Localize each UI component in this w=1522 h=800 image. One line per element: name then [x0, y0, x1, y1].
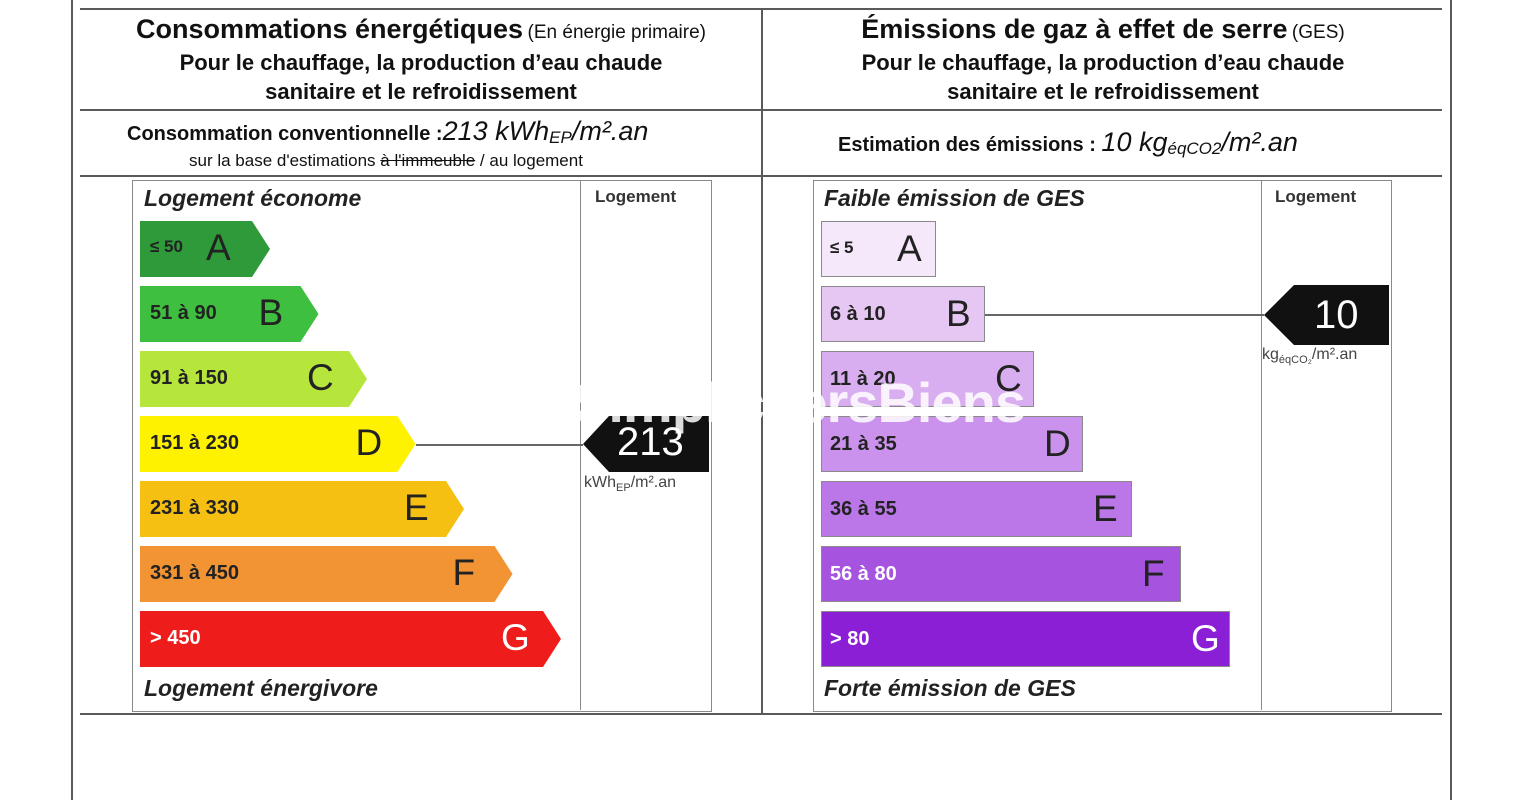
energy-class-range: > 450 — [150, 627, 201, 649]
ges-class-bar-g: > 80 G — [821, 611, 1230, 667]
energy-class-range: 51 à 90 — [150, 302, 217, 324]
energy-class-bar-d: 151 à 230 D — [140, 416, 416, 472]
energy-consumption-label: Consommation conventionnelle :213 kWhEP/… — [127, 116, 649, 147]
ges-class-range: 56 à 80 — [830, 563, 897, 585]
ges-class-range: 11 à 20 — [830, 368, 896, 390]
energy-pointer-leader-line — [415, 444, 583, 446]
ges-class-bar-d: 21 à 35 D — [821, 416, 1083, 472]
energy-basis-note: sur la base d'estimations à l'immeuble /… — [189, 151, 583, 170]
ges-class-letter: G — [1191, 618, 1220, 659]
energy-class-letter: D — [355, 422, 383, 463]
ges-class-letter: A — [897, 228, 922, 269]
ges-pointer-badge: 10 — [1264, 285, 1389, 345]
energy-class-letter: B — [258, 292, 284, 333]
energy-subtitle: Pour le chauffage, la production d’eau c… — [179, 50, 663, 104]
energy-class-letter: F — [452, 552, 476, 593]
ges-emission-label: Estimation des émissions : 10 kgéqCO2/m²… — [838, 127, 1298, 158]
ges-subtitle: Pour le chauffage, la production d’eau c… — [861, 50, 1345, 104]
energy-class-range: ≤ 50 — [150, 237, 183, 256]
ges-column-header: Logement — [1275, 187, 1357, 206]
watermark-text: SimplicitersBiens — [572, 371, 1026, 434]
ges-column-divider — [1261, 181, 1262, 710]
ges-bottom-caption: Forte émission de GES — [824, 675, 1076, 701]
ges-class-bar-e: 36 à 55 E — [821, 481, 1132, 537]
energy-class-bar-b: 51 à 90 B — [140, 286, 319, 342]
energy-bottom-caption: Logement énergivore — [144, 675, 378, 701]
energy-title: Consommations énergétiques (En énergie p… — [136, 14, 706, 44]
energy-class-range: 231 à 330 — [150, 497, 239, 519]
energy-class-range: 331 à 450 — [150, 562, 239, 584]
energy-class-bar-c: 91 à 150 C — [140, 351, 367, 407]
energy-top-caption: Logement économe — [144, 185, 362, 211]
ges-class-range: 36 à 55 — [830, 498, 897, 520]
energy-class-letter: A — [206, 227, 231, 268]
energy-class-letter: E — [404, 487, 429, 528]
ges-class-letter: F — [1142, 553, 1165, 594]
ges-class-bar-c: 11 à 20 C — [821, 351, 1034, 407]
energy-class-bar-a: ≤ 50 A — [140, 221, 270, 277]
energy-pointer-badge: 213 — [583, 416, 709, 472]
ges-class-bar-b: 6 à 10 B — [821, 286, 985, 342]
energy-class-bar-f: 331 à 450 F — [140, 546, 513, 602]
energy-class-range: 91 à 150 — [150, 367, 228, 389]
ges-top-caption: Faible émission de GES — [824, 185, 1085, 211]
ges-class-letter: E — [1093, 488, 1118, 529]
energy-class-bar-g: > 450 G — [140, 611, 561, 667]
ges-title: Émissions de gaz à effet de serre (GES) — [861, 14, 1345, 44]
energy-class-range: 151 à 230 — [150, 432, 239, 454]
ges-class-range: > 80 — [830, 628, 870, 650]
energy-column-header: Logement — [595, 187, 677, 206]
energy-class-letter: G — [501, 617, 530, 658]
page-right-border — [1450, 0, 1452, 800]
energy-class-bar-e: 231 à 330 E — [140, 481, 464, 537]
page-left-border — [71, 0, 73, 800]
energy-title-note: (En énergie primaire) — [527, 22, 706, 43]
ges-class-bar-a: ≤ 5 A — [821, 221, 936, 277]
ges-pointer-leader-line — [985, 314, 1264, 316]
ges-title-note: (GES) — [1291, 22, 1345, 43]
energy-pointer-unit: kWhEP/m².an — [584, 474, 677, 495]
energy-class-letter: C — [307, 357, 334, 398]
ges-class-range: ≤ 5 — [830, 238, 854, 257]
energy-pointer-value: 213 — [617, 420, 684, 464]
ges-pointer-value: 10 — [1314, 293, 1359, 337]
ges-class-letter: C — [995, 358, 1022, 399]
center-divider — [761, 8, 763, 715]
ges-class-bar-f: 56 à 80 F — [821, 546, 1181, 602]
ges-class-letter: B — [946, 293, 971, 334]
ges-class-letter: D — [1044, 423, 1071, 464]
ges-class-range: 6 à 10 — [830, 303, 886, 325]
ges-class-range: 21 à 35 — [830, 433, 897, 455]
ges-pointer-unit: kgéqCO₂/m².an — [1262, 346, 1358, 367]
energy-column-divider — [580, 181, 581, 710]
